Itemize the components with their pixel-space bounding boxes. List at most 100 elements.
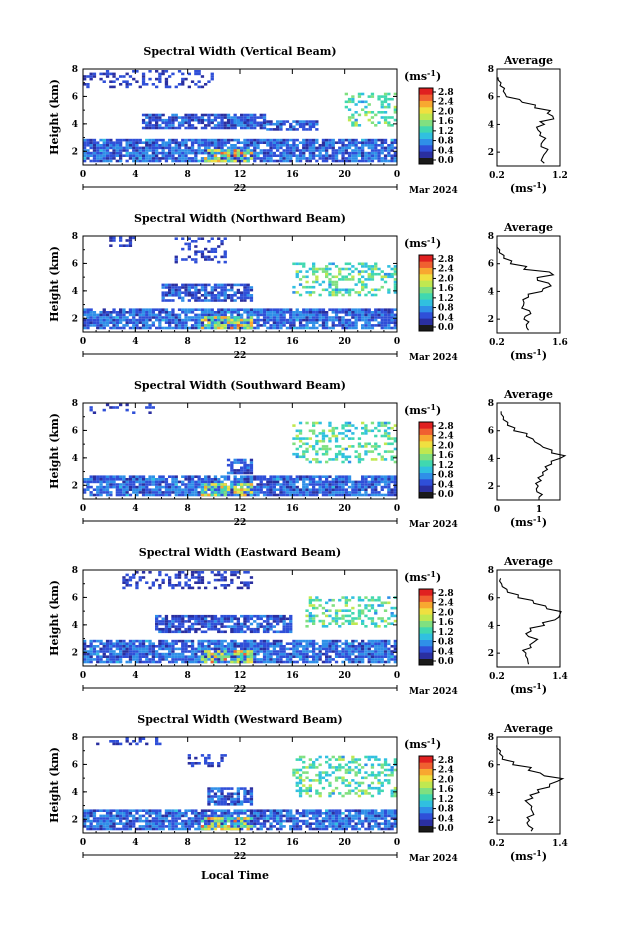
heatmap-cell xyxy=(328,480,332,484)
heatmap-cell xyxy=(83,308,87,311)
heatmap-cell xyxy=(243,617,247,621)
heatmap-cell xyxy=(151,650,155,653)
heatmap-cell xyxy=(236,469,240,472)
heatmap-cell xyxy=(315,652,319,656)
heatmap-cell xyxy=(174,491,178,494)
heatmap-cell xyxy=(122,138,126,142)
heatmap-cell xyxy=(289,642,293,645)
heatmap-cell xyxy=(338,288,342,292)
heatmap-cell xyxy=(390,455,394,459)
heatmap-cell xyxy=(370,138,375,142)
heatmap-cell xyxy=(115,652,119,656)
heatmap-cell xyxy=(138,151,142,155)
heatmap-cell xyxy=(253,144,257,147)
heatmap-cell xyxy=(223,658,227,661)
heatmap-cell xyxy=(344,291,348,294)
heatmap-cell xyxy=(377,421,381,425)
heatmap-cell xyxy=(383,138,388,142)
heatmap-cell xyxy=(292,324,296,327)
heatmap-cell xyxy=(289,622,293,626)
heatmap-cell xyxy=(331,316,335,319)
heatmap-cell xyxy=(132,70,136,73)
heatmap-cell xyxy=(102,138,106,142)
heatmap-cell xyxy=(393,485,397,489)
heatmap-cell xyxy=(155,326,159,330)
heatmap-cell xyxy=(158,647,162,651)
heatmap-cell xyxy=(122,80,126,83)
heatmap-cell xyxy=(115,151,119,155)
heatmap-cell xyxy=(328,485,332,489)
heatmap-cell xyxy=(223,483,227,486)
heatmap-cell xyxy=(220,141,224,144)
heatmap-cell xyxy=(174,639,178,643)
heatmap-cell xyxy=(187,639,191,643)
heatmap-cell xyxy=(302,151,306,155)
heatmap-cell xyxy=(279,660,283,664)
heatmap-cell xyxy=(246,141,250,144)
heatmap-cell xyxy=(321,318,326,322)
heatmap-cell xyxy=(347,100,352,104)
heatmap-cell xyxy=(256,485,260,489)
heatmap-cell xyxy=(338,138,342,142)
heatmap-cell xyxy=(177,294,182,297)
heatmap-cell xyxy=(92,324,97,327)
heatmap-cell xyxy=(328,293,332,297)
heatmap-cell xyxy=(220,126,224,130)
heatmap-cell xyxy=(236,480,240,484)
heatmap-cell xyxy=(99,326,103,330)
heatmap-cell xyxy=(367,103,371,106)
heatmap-cell xyxy=(161,126,165,130)
heatmap-cell xyxy=(220,658,224,661)
heatmap-cell xyxy=(177,576,182,579)
heatmap-cell xyxy=(125,141,129,144)
heatmap-cell xyxy=(308,146,312,150)
heatmap-cell xyxy=(200,255,205,259)
heatmap-cell xyxy=(249,483,254,486)
heatmap-cell xyxy=(377,267,381,271)
profile-line xyxy=(497,77,555,164)
heatmap-cell xyxy=(105,647,110,651)
heatmap-cell xyxy=(383,434,388,438)
heatmap-cell xyxy=(89,324,93,327)
heatmap-cell xyxy=(315,149,319,152)
heatmap-cell xyxy=(364,625,368,628)
heatmap-cell xyxy=(217,124,221,127)
heatmap-cell xyxy=(112,80,116,83)
heatmap-cell xyxy=(138,321,142,324)
heatmap-cell xyxy=(249,647,254,651)
heatmap-cell xyxy=(102,313,106,317)
heatmap-cell xyxy=(213,116,218,119)
heatmap-cell xyxy=(344,321,348,324)
heatmap-cell xyxy=(197,480,201,484)
heatmap-cell xyxy=(92,141,97,144)
heatmap-cell xyxy=(347,141,352,144)
heatmap-cell xyxy=(347,421,352,425)
heatmap-cell xyxy=(226,118,231,122)
heatmap-cell xyxy=(197,237,201,240)
heatmap-cell xyxy=(99,311,103,314)
heatmap-cell xyxy=(190,645,195,648)
heatmap-cell xyxy=(312,144,316,147)
heatmap-cell xyxy=(204,480,208,484)
heatmap-cell xyxy=(249,639,254,643)
heatmap-cell xyxy=(112,658,116,661)
heatmap-cell xyxy=(190,485,195,489)
heatmap-cell xyxy=(341,316,345,319)
heatmap-cell xyxy=(187,480,191,484)
heatmap-cell xyxy=(99,149,103,152)
heatmap-cell xyxy=(164,627,169,631)
heatmap-cell xyxy=(194,493,198,497)
heatmap-cell xyxy=(331,146,335,150)
heatmap-cell xyxy=(115,491,119,494)
heatmap-cell xyxy=(220,576,224,579)
heatmap-cell xyxy=(217,157,221,160)
heatmap-cell xyxy=(217,318,221,322)
heatmap-cell xyxy=(334,437,339,440)
heatmap-cell xyxy=(115,316,119,319)
heatmap-cell xyxy=(125,581,129,584)
heatmap-cell xyxy=(351,437,355,440)
heatmap-cell xyxy=(135,475,139,478)
heatmap-cell xyxy=(115,313,119,317)
heatmap-cell xyxy=(230,650,234,653)
profile-y-tick-label: 4 xyxy=(488,287,494,297)
